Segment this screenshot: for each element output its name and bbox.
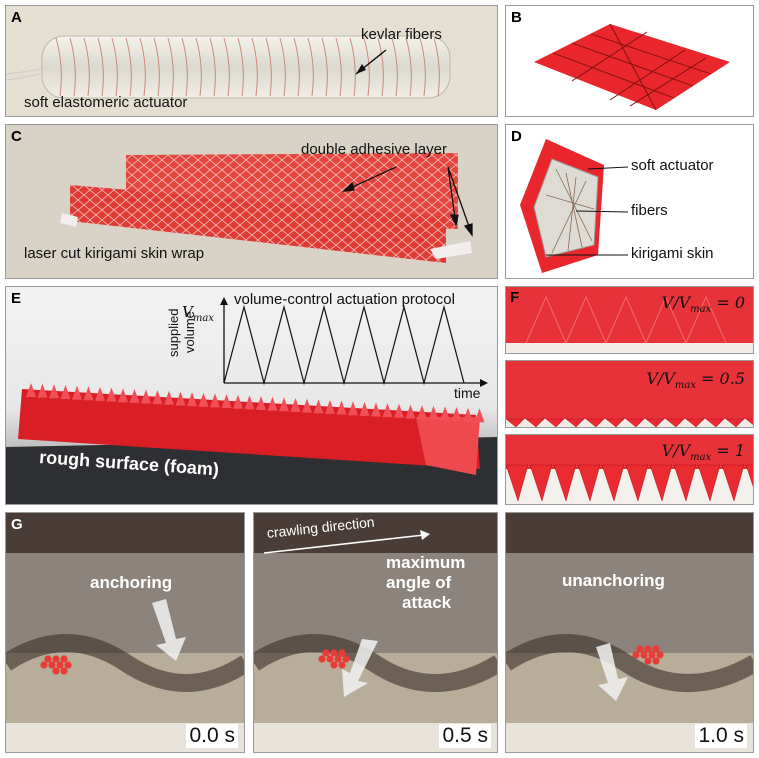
scale-direction-arrow [596,643,628,701]
panel-a-caption: soft elastomeric actuator [24,94,188,111]
snake-frame-2 [506,513,753,752]
f-state-0-label: V/Vmax = 0 [661,293,745,316]
f-state-1: V/Vmax = 1 [505,434,754,505]
crawling-direction-arrow [263,534,425,554]
kevlar-fibers-annotation: kevlar fibers [361,26,442,43]
time-0: 0.0 s [186,724,238,748]
adhesive-layer-annotation: double adhesive layer [301,141,447,158]
panel-f: F V/Vmax = 0 V/Vmax = 0.5 V/Vmax = 1 [505,286,754,505]
max-angle-line2: angle of [386,573,452,592]
kirigami-sheet [534,24,730,110]
vmax-symbol: V [182,303,193,321]
highlighted-scales [632,645,664,665]
f-state-0-5: V/Vmax = 0.5 [505,360,754,428]
kirigami-wrap-illustration [60,153,473,263]
panel-b-label: B [511,9,522,26]
f-state-1-label: V/Vmax = 1 [661,441,745,464]
highlighted-scales [40,655,72,675]
highlighted-scales [318,649,350,669]
vmax-label: Vmax [182,303,214,324]
actuator-illustration [6,35,451,99]
time-axis-label: time [454,385,481,401]
snake-frame-0 [6,513,244,752]
max-angle-line3: attack [402,593,452,612]
anchoring-label: anchoring [90,573,173,592]
vmax-sub: max [192,313,214,324]
volume-triangle-wave [223,304,465,386]
protocol-inset-chart [220,297,488,387]
snake-frame-1 [254,513,497,752]
panel-e-label: E [11,290,22,307]
f-state-0-5-label: V/Vmax = 0.5 [646,369,745,392]
soft-actuator-section [533,158,599,258]
panel-e: E volume-control actuation protocol Vmax… [5,286,498,505]
fibers-annotation: fibers [631,202,668,219]
volume-label: volume [182,311,197,353]
panel-c-label: C [11,128,22,145]
scale-direction-arrow [152,599,186,661]
panel-g-label: G [11,516,23,533]
supplied-label: supplied [166,308,181,357]
panel-g-frame-2: unanchoring 1.0 s [505,512,754,753]
f-state-0: V/Vmax = 0 [505,286,754,354]
soft-actuator-annotation: soft actuator [631,157,714,174]
kirigami-sheet-illustration [534,23,730,111]
panel-a: A kevlar fibers soft elastomeric actuato… [5,5,498,117]
panel-d-label: D [511,128,522,145]
protocol-title: volume-control actuation protocol [234,291,455,308]
scale-direction-arrow [342,639,378,697]
unanchoring-label: unanchoring [562,571,665,590]
panel-f-label: F [510,289,520,306]
panel-c: C double adhesive layer laser cut kiriga… [5,124,498,279]
crawler-scale-row [26,383,485,423]
crawler-on-foam-illustration [6,297,497,504]
panel-c-caption: laser cut kirigami skin wrap [24,245,205,262]
cross-section-illustration [520,139,629,273]
panel-g-frame-0: G anchoring 0.0 s [5,512,245,753]
panel-b: B [505,5,754,117]
elastomer-tube [41,35,451,99]
panel-d: D soft actuator fibers kirigami skin [505,124,754,279]
time-1: 0.5 s [439,724,491,748]
kevlar-fiber-lines [55,37,440,97]
time-2: 1.0 s [695,724,747,748]
panel-a-label: A [11,9,22,26]
max-angle-line1: maximum [386,553,466,572]
panel-g-frame-1: crawling direction maximum angle of atta… [253,512,498,753]
kirigami-skin-annotation: kirigami skin [631,245,714,262]
